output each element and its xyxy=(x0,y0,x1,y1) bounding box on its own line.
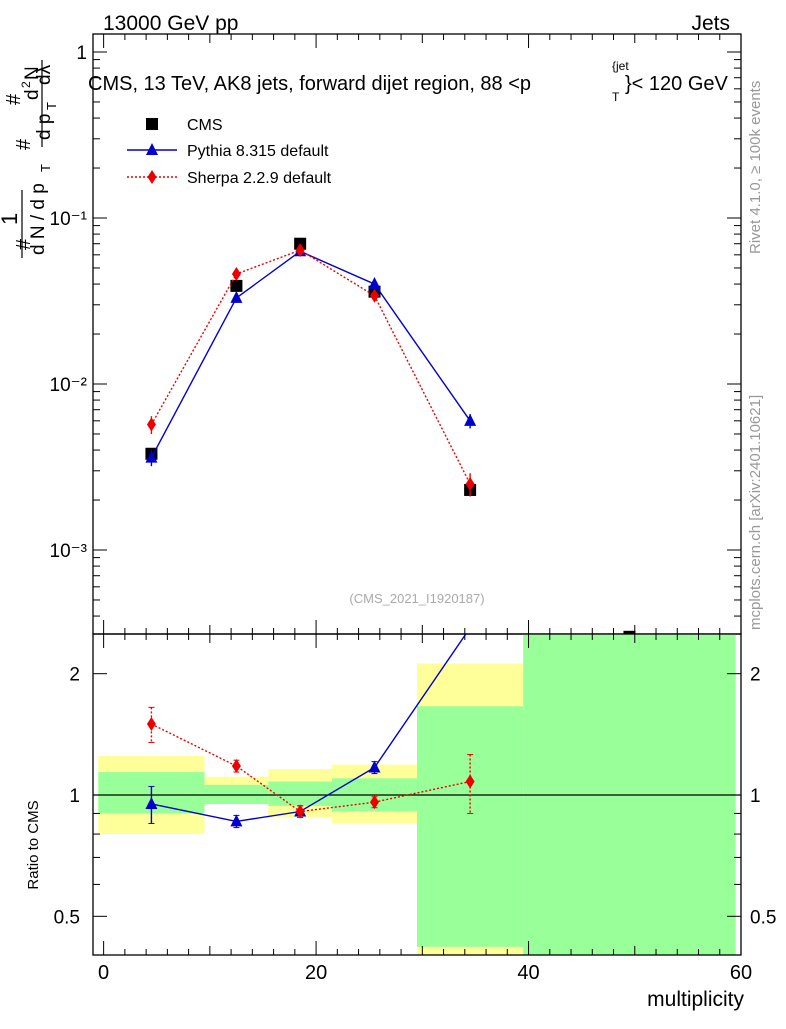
x-tick-label: 0 xyxy=(98,962,109,984)
legend-sherpa-label: Sherpa 2.2.9 default xyxy=(187,170,332,187)
header-right: Jets xyxy=(691,12,730,35)
pythia-line xyxy=(150,250,471,458)
x-tick-label: 60 xyxy=(730,962,752,984)
main-panel: 10⁻³ 10⁻² 10⁻¹ 1 xyxy=(50,33,742,640)
cms-point xyxy=(230,279,243,292)
svg-text:#: # xyxy=(3,93,25,105)
band-inner-1 xyxy=(204,784,269,804)
band-inner-2 xyxy=(268,781,333,806)
x-tick-label: 20 xyxy=(305,962,327,984)
sherpa-point xyxy=(295,243,305,258)
x-axis-label: multiplicity xyxy=(647,988,744,1011)
legend-pythia-label: Pythia 8.315 default xyxy=(187,143,329,160)
header-left: 13000 GeV pp xyxy=(103,12,238,35)
main-ytick-label: 10⁻¹ xyxy=(50,209,88,230)
pythia-point xyxy=(145,450,158,463)
svg-text:T: T xyxy=(38,164,53,172)
legend: CMS Pythia 8.315 default Sherpa 2.2.9 defa… xyxy=(127,117,332,187)
main-ylabel: # 1 d N / d p T # # d p T dλ d 2 N xyxy=(0,60,59,258)
svg-text:d: d xyxy=(22,89,43,100)
legend-sherpa-marker xyxy=(147,170,157,184)
svg-text:#: # xyxy=(13,238,35,250)
pythia-point xyxy=(230,290,243,303)
svg-text:2: 2 xyxy=(19,81,33,88)
ratio-ytick-label: 0.5 xyxy=(54,907,80,928)
sherpa-point xyxy=(465,476,475,491)
ratio-ytick-label: 1 xyxy=(69,786,80,807)
pythia-point xyxy=(464,413,477,426)
svg-text:T: T xyxy=(612,90,620,104)
ratio-ytick-label-right: 1 xyxy=(750,786,761,807)
svg-text:}< 120 GeV: }< 120 GeV xyxy=(625,73,729,95)
sherpa-ratio-point xyxy=(231,759,241,774)
svg-text:CMS, 13 TeV, AK8 jets, forward: CMS, 13 TeV, AK8 jets, forward dijet reg… xyxy=(88,73,531,95)
main-series xyxy=(145,237,636,640)
pythia-ratio-point xyxy=(145,796,158,809)
ratio-panel: 0.5 0.51 12 20 20 40 60 xyxy=(54,633,776,984)
svg-text:#: # xyxy=(13,138,35,150)
sherpa-ratio-point xyxy=(370,795,380,810)
mcplots-label: mcplots.cern.ch [arXiv:2401.10621] xyxy=(747,395,764,630)
plot-title: CMS, 13 TeV, AK8 jets, forward dijet reg… xyxy=(88,59,729,104)
svg-text:1: 1 xyxy=(0,213,22,225)
sherpa-point xyxy=(146,417,156,432)
svg-text:T: T xyxy=(44,102,59,110)
rivet-label: Rivet 4.1.0, ≥ 100k events xyxy=(747,81,764,254)
ratio-ylabel: Ratio to CMS xyxy=(25,800,42,889)
svg-text:d N / d p: d N / d p xyxy=(28,183,49,255)
sherpa-ratio-point xyxy=(146,717,156,732)
ratio-series xyxy=(145,634,475,829)
svg-text:d p: d p xyxy=(34,114,55,140)
main-ytick-label: 1 xyxy=(76,43,87,64)
ratio-ytick-label: 2 xyxy=(69,665,80,686)
pythia-point xyxy=(368,277,381,290)
legend-pythia-marker xyxy=(146,143,158,155)
pythia-ratio-point xyxy=(230,814,243,827)
legend-cms-label: CMS xyxy=(187,117,223,134)
band-inner-4 xyxy=(417,706,524,947)
sherpa-point xyxy=(231,266,241,281)
sherpa-point xyxy=(370,288,380,303)
svg-text:N: N xyxy=(22,66,43,80)
legend-cms-marker xyxy=(146,118,158,130)
svg-text:{jet: {jet xyxy=(612,59,629,73)
main-ytick-label: 10⁻³ xyxy=(50,541,88,562)
sherpa-ratio-point xyxy=(465,774,475,789)
pythia-ratio-point xyxy=(368,760,381,773)
analysis-id: (CMS_2021_I1920187) xyxy=(349,591,484,606)
main-ytick-label: 10⁻² xyxy=(50,375,88,396)
ratio-ytick-label-right: 0.5 xyxy=(750,907,776,928)
svg-text:dλ: dλ xyxy=(34,64,55,85)
sherpa-ratio-point xyxy=(295,804,305,819)
x-tick-label: 40 xyxy=(517,962,539,984)
ratio-ytick-label-right: 2 xyxy=(750,665,761,686)
